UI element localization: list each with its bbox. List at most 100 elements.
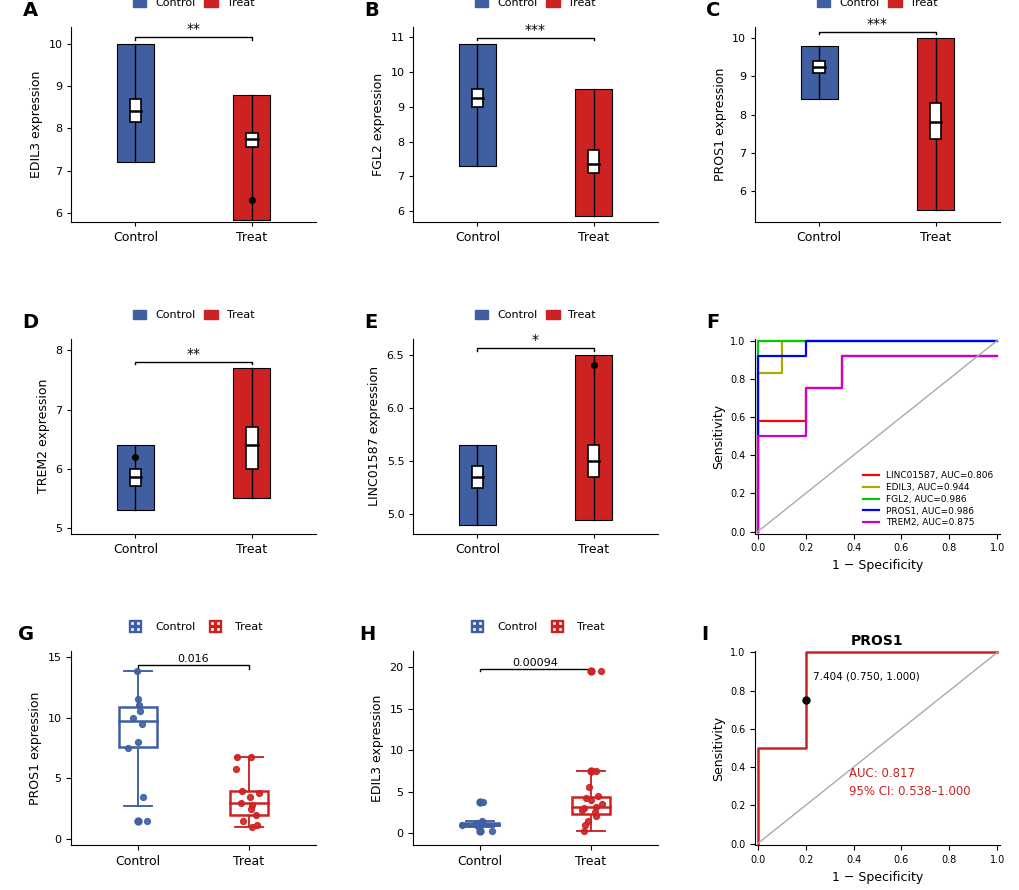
PROS1, AUC=0.986 — [990, 336, 1003, 346]
Point — [243, 802, 259, 816]
Point — [587, 764, 603, 778]
Bar — [118, 707, 157, 747]
Point — [229, 749, 246, 764]
Text: **: ** — [186, 347, 201, 361]
Point — [125, 710, 142, 724]
Bar — [571, 797, 609, 814]
Bar — [813, 61, 824, 73]
Bar — [229, 790, 268, 815]
Point — [119, 740, 136, 755]
Bar — [461, 823, 499, 825]
Text: AUC: 0.817
95% CI: 0.538–1.000: AUC: 0.817 95% CI: 0.538–1.000 — [848, 767, 969, 798]
Point — [575, 824, 591, 838]
Legend: Control, Treat: Control, Treat — [128, 0, 259, 12]
Bar — [129, 469, 141, 486]
Point — [587, 799, 603, 813]
Point — [483, 824, 499, 838]
Line: FGL2, AUC=0.986: FGL2, AUC=0.986 — [757, 341, 997, 531]
Point — [227, 762, 244, 776]
LINC01587, AUC=0.806 — [835, 351, 847, 361]
Text: A: A — [22, 2, 38, 20]
FGL2, AUC=0.986 — [751, 526, 763, 537]
TREM2, AUC=0.875 — [835, 383, 847, 393]
Point — [472, 818, 488, 832]
Text: E: E — [364, 313, 377, 332]
Point — [129, 735, 146, 749]
Point — [470, 820, 486, 834]
X-axis label: 1 − Specificity: 1 − Specificity — [832, 870, 922, 884]
FGL2, AUC=0.986 — [799, 336, 811, 346]
Point — [244, 798, 260, 813]
Y-axis label: LINC01587 expression: LINC01587 expression — [368, 366, 381, 506]
Text: ***: *** — [525, 23, 545, 36]
Bar — [246, 427, 257, 469]
Point — [249, 818, 265, 832]
Legend: Control, Treat: Control, Treat — [462, 617, 608, 636]
Point — [474, 795, 490, 809]
Text: ***: *** — [866, 17, 888, 31]
EDIL3, AUC=0.944 — [990, 336, 1003, 346]
Point — [242, 789, 258, 804]
Point — [251, 786, 267, 800]
Y-axis label: PROS1 expression: PROS1 expression — [30, 692, 42, 805]
Text: 7.404 (0.750, 1.000): 7.404 (0.750, 1.000) — [812, 671, 919, 681]
Point — [131, 704, 148, 718]
Point — [575, 801, 591, 815]
Point — [582, 793, 598, 807]
TREM2, AUC=0.875 — [751, 431, 763, 441]
EDIL3, AUC=0.944 — [774, 368, 787, 378]
Point — [453, 818, 470, 832]
PROS1, AUC=0.986 — [751, 526, 763, 537]
Legend: LINC01587, AUC=0.806, EDIL3, AUC=0.944, FGL2, AUC=0.986, PROS1, AUC=0.986, TREM2: LINC01587, AUC=0.806, EDIL3, AUC=0.944, … — [860, 470, 995, 529]
Text: D: D — [22, 313, 39, 332]
LINC01587, AUC=0.806 — [870, 351, 882, 361]
Y-axis label: EDIL3 expression: EDIL3 expression — [30, 70, 43, 178]
Title: PROS1: PROS1 — [850, 634, 903, 648]
Point — [133, 716, 150, 731]
TREM2, AUC=0.875 — [751, 526, 763, 537]
LINC01587, AUC=0.806 — [990, 351, 1003, 361]
Line: EDIL3, AUC=0.944: EDIL3, AUC=0.944 — [757, 341, 997, 531]
Point — [129, 692, 146, 707]
Point — [593, 664, 609, 678]
TREM2, AUC=0.875 — [799, 383, 811, 393]
Point — [244, 820, 260, 834]
Text: I: I — [701, 625, 708, 644]
Text: F: F — [706, 313, 719, 332]
Y-axis label: PROS1 expression: PROS1 expression — [713, 68, 727, 181]
Line: LINC01587, AUC=0.806: LINC01587, AUC=0.806 — [757, 356, 997, 531]
Legend: Control, Treat: Control, Treat — [119, 617, 267, 636]
TREM2, AUC=0.875 — [799, 431, 811, 441]
Point — [130, 699, 147, 713]
EDIL3, AUC=0.944 — [870, 336, 882, 346]
Point — [248, 808, 264, 822]
Legend: Control, Treat: Control, Treat — [128, 305, 259, 325]
Y-axis label: EDIL3 expression: EDIL3 expression — [371, 694, 383, 802]
FGL2, AUC=0.986 — [990, 336, 1003, 346]
Point — [593, 797, 609, 811]
Bar — [587, 445, 599, 477]
Text: G: G — [17, 625, 34, 644]
EDIL3, AUC=0.944 — [774, 336, 787, 346]
Text: C: C — [706, 2, 720, 20]
Text: **: ** — [186, 22, 201, 36]
Point — [233, 783, 250, 797]
Bar — [129, 99, 141, 122]
LINC01587, AUC=0.806 — [835, 383, 847, 393]
Point — [128, 664, 145, 678]
Point — [574, 803, 590, 817]
Point — [578, 791, 594, 805]
Point — [135, 789, 151, 804]
Line: TREM2, AUC=0.875: TREM2, AUC=0.875 — [757, 356, 997, 531]
FGL2, AUC=0.986 — [751, 336, 763, 346]
Bar — [587, 150, 599, 173]
Text: 0.016: 0.016 — [177, 654, 209, 664]
Text: H: H — [360, 625, 376, 644]
Point — [474, 813, 490, 828]
Text: B: B — [364, 2, 379, 20]
Bar — [929, 103, 941, 140]
Point — [139, 814, 155, 829]
X-axis label: 1 − Specificity: 1 − Specificity — [832, 559, 922, 572]
Point — [469, 816, 485, 830]
Y-axis label: Sensitivity: Sensitivity — [711, 403, 723, 469]
